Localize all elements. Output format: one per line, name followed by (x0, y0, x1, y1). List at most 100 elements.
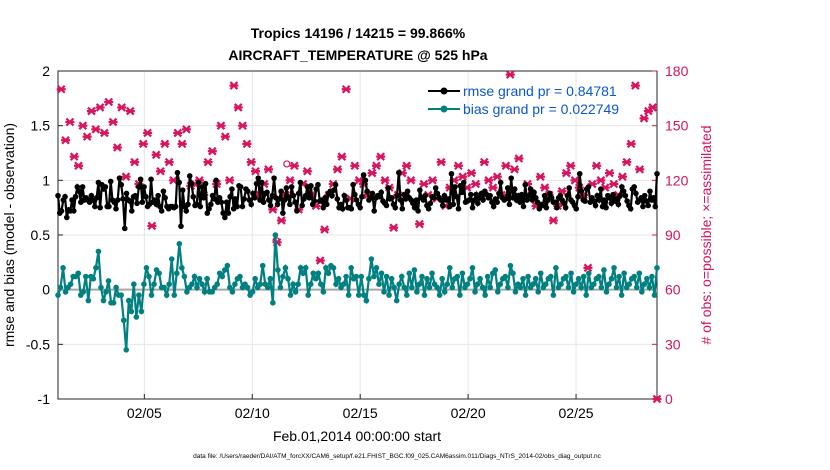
rmse-point (306, 195, 312, 201)
rmse-point (258, 179, 265, 186)
bias-point (644, 275, 650, 282)
rmse-point (552, 199, 558, 205)
y-tick-label-left: 0.5 (31, 227, 51, 243)
assimilated-obs-marker (471, 179, 481, 189)
bias-point (191, 273, 198, 280)
assimilated-obs-marker (479, 157, 489, 167)
rmse-point (460, 179, 467, 186)
bias-point (161, 284, 167, 291)
assimilated-obs-marker (251, 166, 261, 176)
bias-point (603, 289, 610, 295)
rmse-point (97, 204, 103, 211)
y-tick-label-right: 120 (665, 172, 689, 188)
rmse-point (650, 195, 657, 201)
bias-point (272, 232, 279, 238)
y-tick-label-left: -1 (38, 391, 51, 407)
assimilated-obs-marker (566, 161, 576, 171)
bias-point (189, 281, 195, 288)
bias-point (307, 281, 314, 288)
rmse-point (151, 197, 158, 203)
bias-point (173, 270, 180, 277)
assimilated-obs-marker (514, 154, 524, 163)
rmse-point (494, 199, 500, 205)
bias-point (601, 267, 607, 273)
bias-point (224, 262, 231, 269)
rmse-point (179, 187, 186, 193)
bias-point (264, 284, 271, 291)
rmse-point (531, 189, 537, 196)
assimilated-obs-marker (125, 106, 135, 116)
assimilated-obs-marker (626, 139, 636, 149)
bias-point (277, 284, 284, 291)
bias-point (348, 265, 354, 271)
rmse-point (554, 204, 560, 211)
bias-point (229, 289, 236, 295)
rmse-point (114, 197, 121, 203)
y-tick-label-left: 1.5 (31, 118, 51, 134)
y-tick-label-right: 30 (665, 336, 681, 352)
bias-point (426, 284, 433, 291)
bias-point (424, 275, 430, 282)
assimilated-obs-marker (242, 139, 252, 149)
rmse-point (248, 201, 255, 208)
rmse-point (62, 193, 68, 200)
bias-point (639, 289, 645, 295)
bias-point (300, 270, 306, 277)
assimilated-obs-marker (458, 172, 468, 181)
y-axis-label-left: rmse and bias (model - observation) (1, 123, 17, 347)
rmse-point (422, 192, 428, 199)
rmse-point (143, 193, 149, 200)
rmse-point (208, 201, 214, 208)
rmse-point (503, 196, 509, 202)
bias-point (57, 284, 64, 291)
bias-point (285, 275, 291, 282)
rmse-point (120, 196, 126, 202)
rmse-point (195, 179, 202, 186)
rmse-point (294, 208, 300, 214)
rmse-point (575, 193, 581, 200)
bias-point (633, 284, 640, 291)
rmse-point (211, 196, 218, 202)
bias-point (244, 284, 251, 291)
assimilated-obs-marker (561, 168, 571, 178)
bias-point (532, 275, 539, 282)
rmse-point (137, 176, 144, 183)
bias-point (113, 284, 119, 291)
bias-point (184, 289, 190, 295)
rmse-point (432, 185, 439, 191)
rmse-series (55, 169, 660, 232)
rmse-point (652, 203, 659, 210)
rmse-point (543, 204, 550, 211)
bias-point (649, 273, 655, 280)
rmse-point (620, 188, 627, 195)
assimilated-obs-marker (510, 165, 520, 174)
rmse-point (524, 197, 530, 203)
assimilated-obs-marker (86, 106, 96, 116)
rmse-point (601, 197, 608, 203)
rmse-point (285, 195, 291, 201)
rmse-point (469, 204, 476, 211)
rmse-point (576, 170, 583, 177)
bias-point (492, 267, 499, 273)
y-tick-label-right: 60 (665, 282, 681, 298)
rmse-point (489, 199, 495, 205)
bias-point (467, 275, 473, 282)
rmse-point (622, 192, 629, 199)
rmse-point (431, 195, 437, 201)
rmse-point (411, 204, 418, 211)
rmse-point (278, 188, 284, 195)
assimilated-obs-marker (367, 168, 377, 178)
legend-rmse-label: rmse grand pr = 0.84781 (463, 83, 617, 99)
rmse-point (596, 197, 602, 203)
rmse-point (223, 199, 230, 205)
bias-point (383, 273, 390, 280)
bias-line (56, 234, 659, 350)
rmse-point (615, 201, 622, 208)
rmse-point (322, 195, 328, 201)
bias-point (259, 262, 266, 269)
rmse-point (487, 192, 493, 199)
rmse-point (232, 196, 239, 202)
bias-point (363, 297, 370, 304)
bias-point (315, 270, 322, 277)
rmse-point (594, 192, 601, 199)
